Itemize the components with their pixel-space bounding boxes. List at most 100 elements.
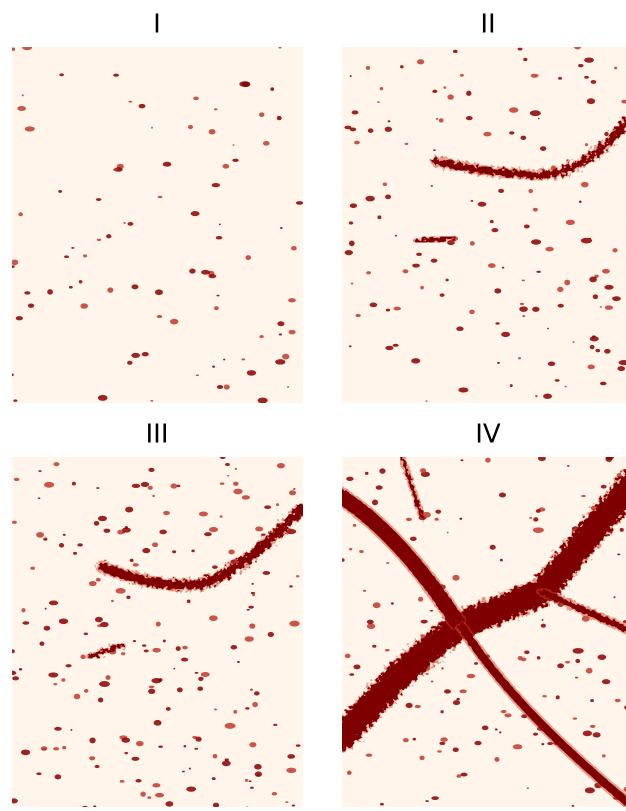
speckle xyxy=(24,291,30,294)
speckle xyxy=(520,303,524,305)
speckle xyxy=(474,662,478,665)
speckle xyxy=(296,575,299,577)
speckle xyxy=(249,780,252,782)
speckle xyxy=(73,552,77,555)
speckle xyxy=(547,328,549,330)
speckle xyxy=(529,517,532,519)
speckle xyxy=(16,316,23,320)
speckle xyxy=(567,465,570,467)
speckle xyxy=(548,362,556,367)
speckle xyxy=(533,527,544,533)
speckle xyxy=(131,353,140,358)
speckle xyxy=(613,596,615,598)
speckle xyxy=(113,74,119,77)
speckle xyxy=(261,534,266,536)
speckle xyxy=(142,352,149,356)
speckle xyxy=(12,521,17,524)
speckle xyxy=(523,58,527,61)
speckle xyxy=(254,691,260,695)
speckle xyxy=(59,618,68,624)
speckle xyxy=(354,141,360,145)
speckle xyxy=(353,664,360,669)
speckle xyxy=(44,482,54,488)
speckle xyxy=(391,602,394,604)
speckle xyxy=(257,774,260,776)
speckle xyxy=(208,274,216,278)
speckle xyxy=(377,101,380,103)
speckle xyxy=(17,106,26,111)
speckle xyxy=(431,681,434,683)
speckle xyxy=(365,472,369,475)
speckle xyxy=(581,495,585,497)
speckle xyxy=(403,269,409,273)
speckle xyxy=(502,267,505,269)
speckle xyxy=(430,610,433,612)
speckle xyxy=(447,94,454,99)
speckle xyxy=(77,543,83,546)
speckle xyxy=(498,189,504,193)
speckle xyxy=(466,91,471,96)
speckle xyxy=(14,478,20,481)
speckle xyxy=(617,554,620,556)
speckle xyxy=(223,359,225,361)
speckle xyxy=(18,212,23,216)
speckle xyxy=(245,779,248,782)
speckle xyxy=(386,309,391,312)
speckle xyxy=(388,120,391,122)
speckle xyxy=(537,656,541,659)
speckle xyxy=(233,482,238,486)
speckle xyxy=(120,780,125,783)
speckle xyxy=(182,646,188,650)
speckle xyxy=(386,562,389,564)
speckle xyxy=(494,757,499,762)
speckle xyxy=(28,303,34,307)
speckle xyxy=(199,512,208,517)
speckle xyxy=(193,97,199,101)
speckle xyxy=(194,748,198,750)
heatmap-panel xyxy=(341,455,626,807)
speckle xyxy=(538,118,540,120)
speckle xyxy=(542,695,546,697)
speckle xyxy=(578,64,584,68)
speckle xyxy=(133,640,136,642)
speckle xyxy=(245,636,254,642)
speckle xyxy=(100,622,109,627)
speckle xyxy=(128,101,132,103)
speckle xyxy=(370,303,378,308)
speckle xyxy=(585,787,595,793)
speckle xyxy=(460,773,467,777)
speckle xyxy=(59,73,64,76)
speckle xyxy=(443,86,446,88)
speckle xyxy=(440,710,443,713)
speckle xyxy=(522,315,525,317)
speckle xyxy=(151,127,153,129)
speckle xyxy=(163,162,172,167)
speckle xyxy=(528,189,533,193)
speckle xyxy=(289,585,293,587)
speckle xyxy=(590,345,595,349)
speckle xyxy=(183,745,186,747)
speckle xyxy=(186,787,196,792)
speckle xyxy=(21,749,30,755)
speckle xyxy=(581,238,592,244)
speckle xyxy=(583,731,592,737)
speckle xyxy=(220,482,225,485)
speckle xyxy=(191,550,194,553)
speckle xyxy=(152,542,158,547)
speckle xyxy=(8,671,17,675)
speckle xyxy=(140,792,145,797)
speckle xyxy=(416,253,422,256)
speckle xyxy=(74,694,81,700)
speckle xyxy=(426,400,428,402)
speckle xyxy=(349,241,355,247)
speckle xyxy=(63,534,66,536)
speckle xyxy=(587,98,595,104)
speckle xyxy=(148,689,155,694)
speckle xyxy=(127,361,132,365)
speckle xyxy=(379,468,385,474)
speckle xyxy=(595,349,600,352)
speckle xyxy=(564,386,566,388)
speckle xyxy=(404,143,408,145)
speckle xyxy=(219,223,221,225)
